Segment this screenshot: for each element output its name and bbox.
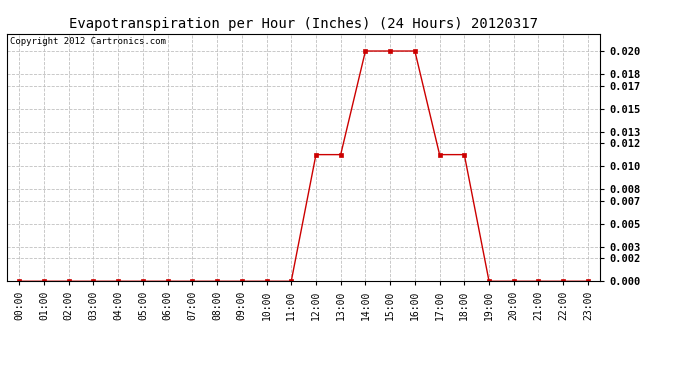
Text: Copyright 2012 Cartronics.com: Copyright 2012 Cartronics.com bbox=[10, 38, 166, 46]
Title: Evapotranspiration per Hour (Inches) (24 Hours) 20120317: Evapotranspiration per Hour (Inches) (24… bbox=[69, 17, 538, 31]
